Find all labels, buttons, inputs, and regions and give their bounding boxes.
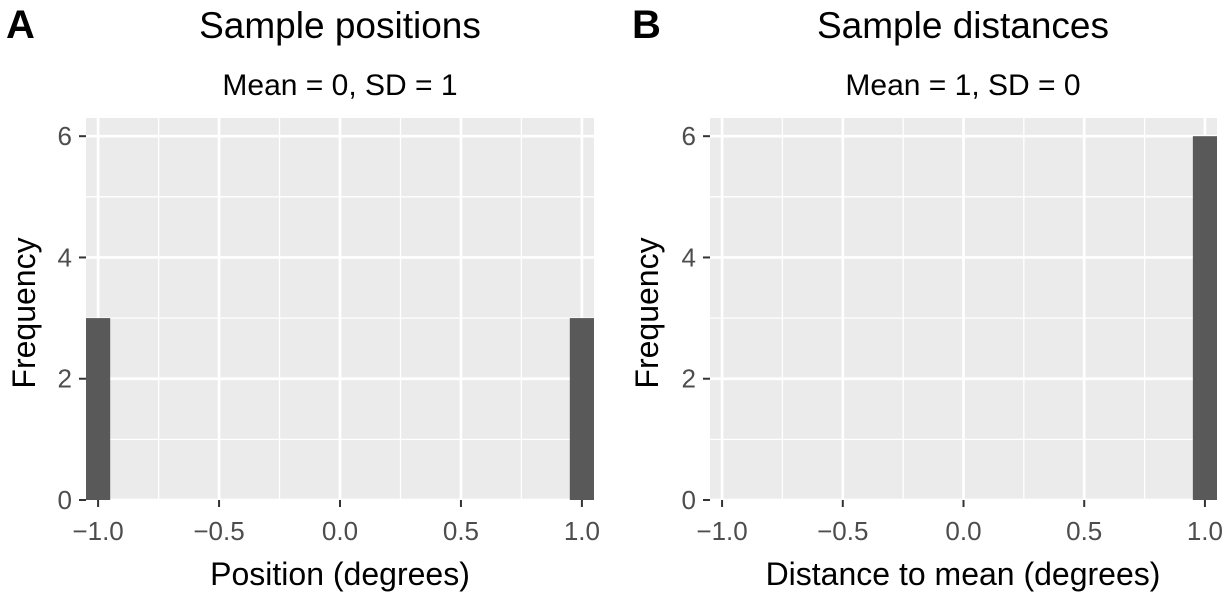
y-tick-label: 4 bbox=[682, 242, 696, 272]
y-tick-label: 6 bbox=[58, 121, 72, 151]
x-tick-label: 1.0 bbox=[564, 516, 600, 546]
chart-subtitle: Mean = 0, SD = 1 bbox=[222, 69, 457, 102]
plot-area: −1.0 −0.5 0.0 0.5 1.0 0 2 4 6 bbox=[58, 118, 600, 546]
panel-b: B Sample distances Mean = 1, SD = 0 −1.0… bbox=[629, 3, 1223, 592]
chart-title: Sample distances bbox=[817, 5, 1109, 46]
chart-title: Sample positions bbox=[199, 5, 481, 46]
histogram-bar bbox=[86, 318, 111, 500]
x-tick-label: 1.0 bbox=[1187, 516, 1223, 546]
x-tick-label: 0.5 bbox=[1066, 516, 1102, 546]
x-tick-label: −0.5 bbox=[817, 516, 868, 546]
y-tick-label: 4 bbox=[58, 242, 72, 272]
panel-tag: B bbox=[632, 3, 661, 47]
histogram-bar bbox=[1192, 136, 1217, 500]
y-tick-label: 0 bbox=[58, 485, 72, 515]
x-tick-label: 0.5 bbox=[443, 516, 479, 546]
histogram-bar bbox=[569, 318, 594, 500]
y-tick-label: 2 bbox=[682, 364, 696, 394]
y-axis-title: Frequency bbox=[6, 237, 42, 388]
plot-area: −1.0 −0.5 0.0 0.5 1.0 0 2 4 6 bbox=[682, 118, 1223, 546]
x-axis-title: Position (degrees) bbox=[210, 556, 470, 592]
x-tick-label: −1.0 bbox=[696, 516, 747, 546]
panel-tag: A bbox=[6, 3, 35, 47]
x-tick-label: −1.0 bbox=[72, 516, 123, 546]
x-tick-label: 0.0 bbox=[945, 516, 981, 546]
y-tick-label: 2 bbox=[58, 364, 72, 394]
x-tick-label: −0.5 bbox=[193, 516, 244, 546]
panel-a: A Sample positions Mean = 0, SD = 1 −1.0… bbox=[6, 3, 600, 592]
y-tick-label: 0 bbox=[682, 485, 696, 515]
x-tick-label: 0.0 bbox=[322, 516, 358, 546]
x-axis-title: Distance to mean (degrees) bbox=[766, 556, 1161, 592]
chart-subtitle: Mean = 1, SD = 0 bbox=[845, 69, 1080, 102]
y-tick-label: 6 bbox=[682, 121, 696, 151]
y-axis-title: Frequency bbox=[629, 237, 665, 388]
